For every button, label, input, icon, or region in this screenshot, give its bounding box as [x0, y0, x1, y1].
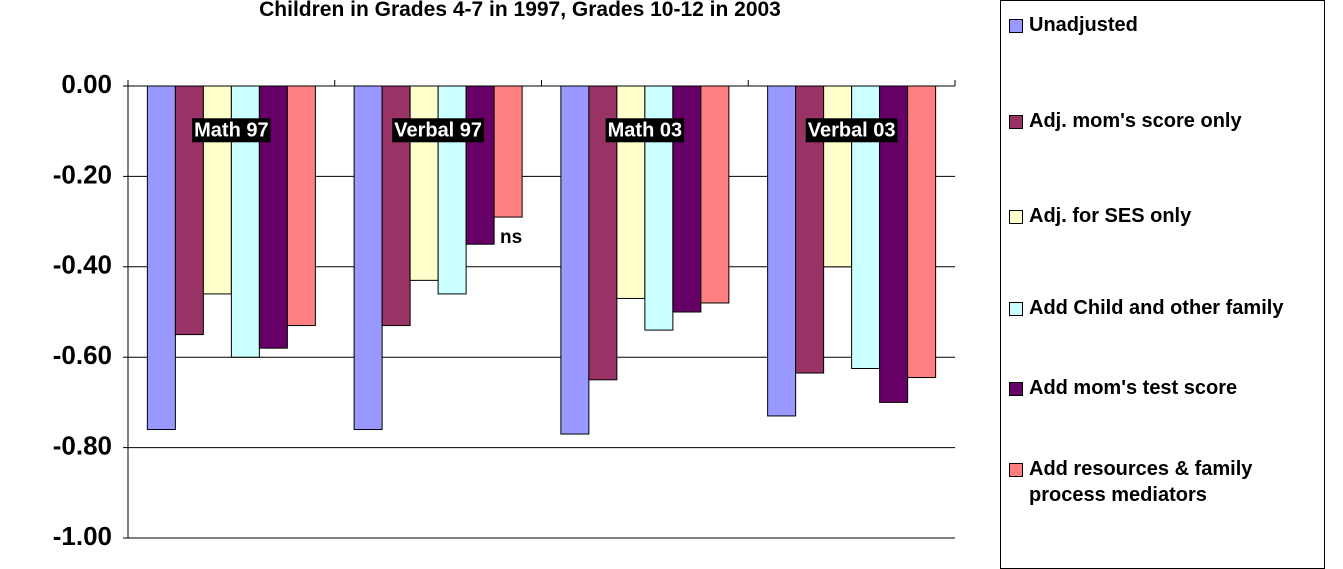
legend-swatch [1009, 382, 1023, 396]
bar [700, 85, 730, 304]
category-label-bg [192, 118, 271, 143]
legend-label: Unadjusted [1029, 14, 1138, 36]
legend-label: Adj. mom's score only [1029, 110, 1242, 132]
legend-swatch [1009, 463, 1023, 477]
legend-item: Add resources & family process mediators [1009, 456, 1321, 508]
y-tick-label: -0.40 [53, 250, 112, 280]
legend-item: Adj. for SES only [1009, 203, 1321, 229]
bar [560, 85, 590, 435]
bar [353, 85, 383, 431]
annotation: ns [500, 227, 522, 248]
category-label: Math 97 [194, 119, 268, 141]
legend-label: Add mom's test score [1029, 377, 1238, 399]
legend-item: Unadjusted [1009, 12, 1321, 38]
chart: Children in Grades 4-7 in 1997, Grades 1… [53, 0, 956, 551]
legend-item: Add Child and other family [1009, 295, 1321, 321]
legend-swatch [1009, 19, 1023, 33]
bar [437, 85, 467, 295]
bar [465, 85, 495, 245]
bar [202, 85, 232, 295]
legend: Unadjusted Adj. mom's score only Adj. for … [1000, 0, 1325, 569]
legend-label: Add Child and other family [1029, 297, 1284, 319]
legend-label: Adj. for SES only [1029, 205, 1192, 227]
bar [286, 85, 316, 327]
legend-swatch [1009, 210, 1023, 224]
bar [907, 85, 937, 379]
category-label-bg [392, 118, 485, 143]
chart-title: Children in Grades 4-7 in 1997, Grades 1… [259, 0, 781, 21]
category-label: Verbal 97 [394, 119, 482, 141]
y-tick-label: -0.20 [53, 159, 112, 189]
bar [146, 85, 176, 431]
legend-swatch [1009, 302, 1023, 316]
y-tick-label: -0.60 [53, 340, 112, 370]
legend-item: Adj. mom's score only [1009, 108, 1321, 134]
category-label: Verbal 03 [808, 119, 896, 141]
y-tick-label: 0.00 [61, 69, 112, 99]
category-label-bg [605, 118, 685, 143]
bar [616, 85, 646, 299]
legend-label: Add resources & family process mediators [1029, 458, 1253, 506]
y-tick-label: -1.00 [53, 521, 112, 551]
bar [767, 85, 797, 417]
legend-item: Add mom's test score [1009, 375, 1321, 401]
bar [409, 85, 439, 281]
category-label: Math 03 [608, 119, 682, 141]
legend-swatch [1009, 115, 1023, 129]
bar [823, 85, 853, 268]
y-tick-label: -0.80 [53, 430, 112, 460]
category-label-bg [805, 118, 898, 143]
bar [493, 85, 523, 218]
